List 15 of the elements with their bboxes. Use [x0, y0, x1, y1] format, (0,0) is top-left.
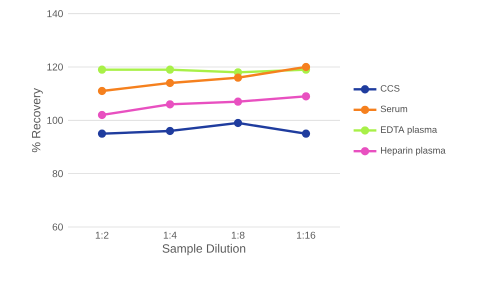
x-tick-label: 1:8 — [232, 232, 245, 239]
x-tick-label: 1:2 — [96, 232, 108, 239]
legend-label: Serum — [380, 106, 408, 112]
y-axis-title: % Recovery — [32, 88, 43, 152]
legend-label: CCS — [380, 85, 400, 92]
x-tick-label: 1:4 — [164, 232, 177, 239]
legend-label: EDTA plasma — [381, 126, 438, 135]
y-tick-label: 120 — [47, 63, 63, 71]
y-tick-label: 140 — [47, 10, 63, 18]
y-tick-label: 100 — [47, 116, 63, 124]
legend-label: Heparin plasma — [381, 146, 446, 156]
y-tick-label: 80 — [52, 170, 63, 178]
x-axis-title: Sample Dilution — [162, 244, 246, 256]
x-tick-label: 1:16 — [297, 232, 316, 239]
y-tick-label: 60 — [52, 223, 63, 231]
